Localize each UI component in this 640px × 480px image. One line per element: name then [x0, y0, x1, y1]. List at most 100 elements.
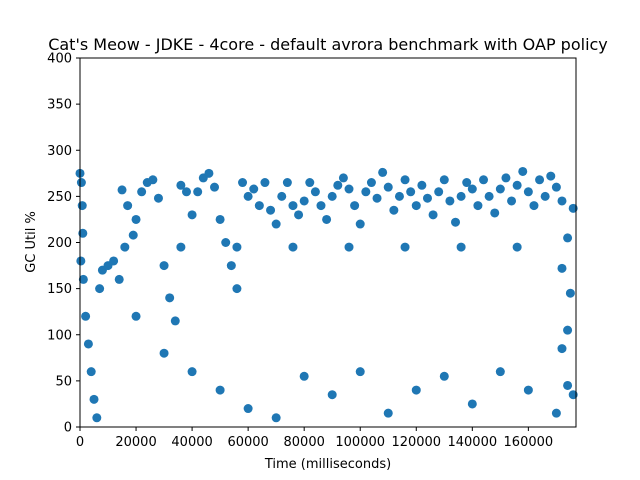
- data-point: [434, 187, 444, 197]
- x-axis: 0 20000 40000 60000 80000 100000 120000 140000 1…: [76, 427, 553, 450]
- data-point: [254, 201, 264, 211]
- data-point: [159, 348, 169, 358]
- data-point: [299, 371, 309, 381]
- data-point: [568, 203, 578, 213]
- data-point: [322, 214, 332, 224]
- data-point: [232, 242, 242, 252]
- data-point: [170, 316, 180, 326]
- data-point: [128, 230, 138, 240]
- x-tick-label: 160000: [504, 435, 554, 450]
- data-point: [181, 187, 191, 197]
- data-point: [400, 242, 410, 252]
- data-point: [523, 187, 533, 197]
- data-point: [565, 288, 575, 298]
- data-point: [467, 184, 477, 194]
- data-point: [344, 184, 354, 194]
- data-point: [411, 385, 421, 395]
- data-point: [355, 219, 365, 229]
- data-point: [540, 191, 550, 201]
- y-tick-label: 250: [47, 190, 72, 205]
- data-point: [288, 201, 298, 211]
- data-point: [131, 214, 141, 224]
- data-point: [153, 193, 163, 203]
- data-point: [557, 196, 567, 206]
- y-tick-label: 0: [64, 421, 72, 436]
- data-point: [495, 367, 505, 377]
- data-point: [535, 175, 545, 185]
- data-point: [563, 380, 573, 390]
- data-point: [557, 263, 567, 273]
- data-point: [467, 399, 477, 409]
- y-axis: 0 50 100 150 200 250 300 350 400: [47, 52, 80, 436]
- data-point: [445, 196, 455, 206]
- data-point: [76, 178, 86, 188]
- y-tick-label: 150: [47, 282, 72, 297]
- data-point: [271, 413, 281, 423]
- data-point: [327, 191, 337, 201]
- data-point: [428, 210, 438, 220]
- data-point: [563, 233, 573, 243]
- data-point: [551, 408, 561, 418]
- x-axis-label: Time (milliseconds): [264, 457, 391, 472]
- data-point: [187, 210, 197, 220]
- data-point: [411, 201, 421, 211]
- y-tick-label: 350: [47, 98, 72, 113]
- data-point: [215, 214, 225, 224]
- data-point: [260, 178, 270, 188]
- data-point: [123, 201, 133, 211]
- data-point: [333, 180, 343, 190]
- chart-title: Cat's Meow - JDKE - 4core - default avro…: [48, 35, 608, 54]
- data-point: [159, 261, 169, 271]
- data-point: [507, 196, 517, 206]
- data-point: [232, 284, 242, 294]
- data-point: [563, 325, 573, 335]
- data-point: [456, 242, 466, 252]
- data-point: [484, 191, 494, 201]
- x-tick-label: 60000: [227, 435, 268, 450]
- x-tick-label: 100000: [335, 435, 385, 450]
- data-point: [226, 261, 236, 271]
- data-point: [86, 367, 96, 377]
- data-point: [462, 178, 472, 188]
- y-tick-label: 300: [47, 144, 72, 159]
- x-tick-label: 120000: [391, 435, 441, 450]
- data-point: [165, 293, 175, 303]
- data-point: [76, 256, 86, 266]
- data-point: [372, 193, 382, 203]
- x-tick-label: 0: [76, 435, 84, 450]
- x-tick-label: 40000: [171, 435, 212, 450]
- data-point: [299, 196, 309, 206]
- x-tick-label: 140000: [447, 435, 497, 450]
- data-point: [77, 201, 87, 211]
- data-point: [310, 187, 320, 197]
- data-point: [344, 242, 354, 252]
- data-point: [282, 178, 292, 188]
- data-point: [277, 191, 287, 201]
- data-point: [92, 413, 102, 423]
- y-tick-label: 400: [47, 52, 72, 67]
- data-point: [249, 184, 259, 194]
- data-point: [176, 180, 186, 190]
- y-tick-label: 50: [55, 374, 72, 389]
- y-tick-label: 100: [47, 328, 72, 343]
- data-point: [176, 242, 186, 252]
- data-point: [78, 274, 88, 284]
- data-point: [316, 201, 326, 211]
- data-point: [456, 191, 466, 201]
- data-point: [327, 390, 337, 400]
- data-point: [383, 182, 393, 192]
- data-point: [114, 274, 124, 284]
- data-point: [512, 180, 522, 190]
- data-point: [546, 171, 556, 181]
- data-point: [221, 238, 231, 247]
- x-tick-label: 20000: [115, 435, 156, 450]
- data-point: [473, 201, 483, 211]
- data-point: [238, 178, 248, 188]
- data-points: [75, 166, 578, 423]
- data-point: [394, 191, 404, 201]
- data-point: [529, 201, 539, 211]
- data-point: [417, 180, 427, 190]
- data-point: [338, 173, 348, 183]
- data-point: [288, 242, 298, 252]
